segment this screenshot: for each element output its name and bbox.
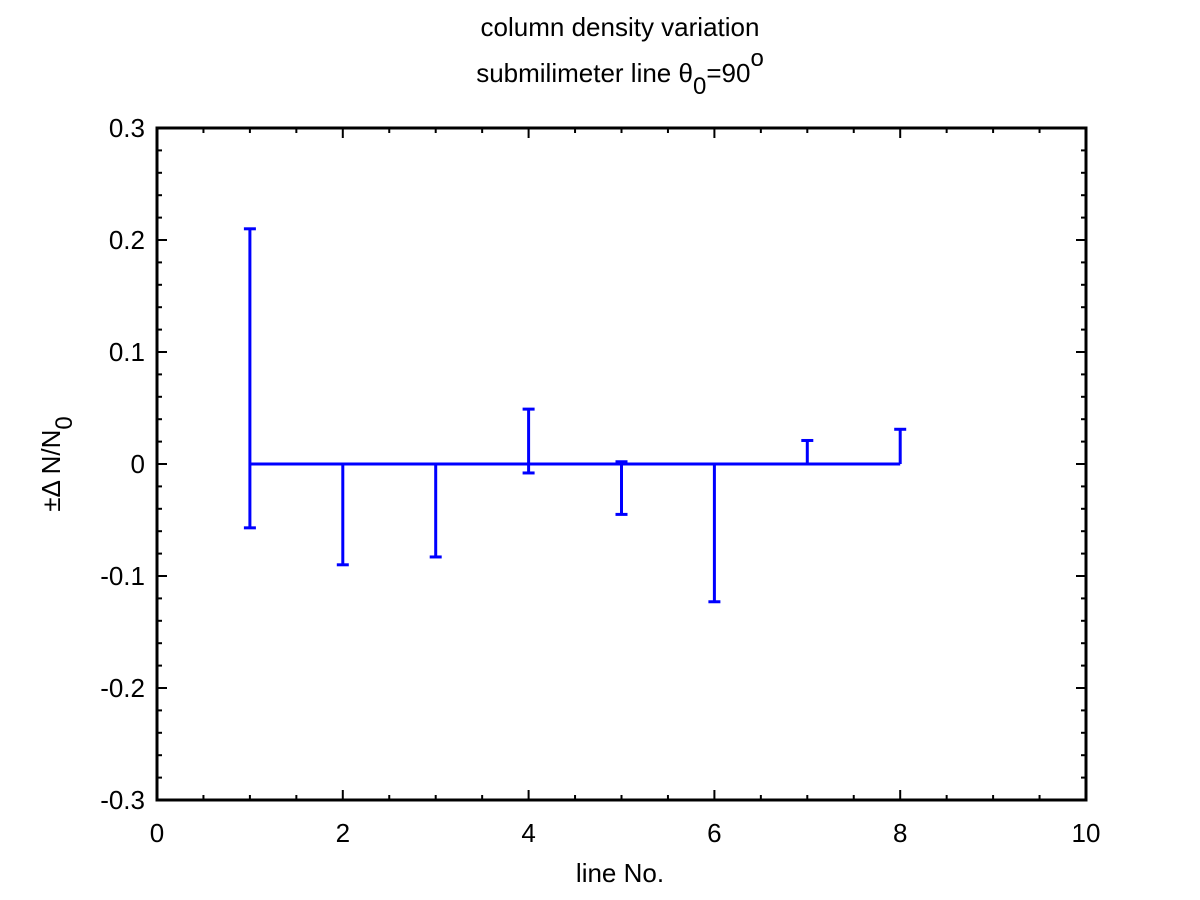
error-bar-point — [615, 460, 628, 516]
y-tick-label: -0.2 — [100, 673, 145, 703]
title-superscript: o — [750, 45, 763, 72]
error-bar-point — [894, 427, 907, 464]
title-subscript: 0 — [693, 73, 706, 100]
y-tick-label: 0.2 — [109, 225, 145, 255]
y-tick-label: 0.1 — [109, 337, 145, 367]
chart-title-line2: submilimeter line θ0=90o — [476, 45, 764, 100]
y-tick-label: -0.3 — [100, 785, 145, 815]
axis-tick-labels: 0 2 4 6 8 10 -0.3 -0.2 -0.1 0 0.1 0.2 0.3 — [100, 113, 1100, 848]
y-tick-label: 0.3 — [109, 113, 145, 143]
x-tick-label: 4 — [521, 818, 535, 848]
y-tick-label: -0.1 — [100, 561, 145, 591]
error-bar-point — [336, 464, 349, 567]
chart-title-line1: column density variation — [481, 12, 760, 42]
error-bar-point — [801, 438, 814, 464]
x-axis-label: line No. — [576, 858, 664, 888]
x-tick-label: 0 — [150, 818, 164, 848]
x-tick-label: 8 — [893, 818, 907, 848]
y-tick-label: 0 — [131, 449, 145, 479]
error-bar-point — [429, 464, 442, 559]
x-tick-label: 6 — [707, 818, 721, 848]
title-symbol: θ — [679, 58, 693, 88]
title-prefix: submilimeter line — [476, 58, 678, 88]
plot-frame — [155, 126, 1088, 802]
y-axis-label-subscript: 0 — [51, 416, 78, 429]
error-bar-point — [522, 407, 535, 475]
y-axis-label-main: ±Δ N/N — [36, 430, 66, 512]
error-bar-point — [243, 227, 256, 530]
title-equals: =90 — [706, 58, 750, 88]
x-tick-label: 10 — [1072, 818, 1101, 848]
y-axis-label: ±Δ N/N0 — [36, 416, 78, 512]
error-bar-point — [708, 464, 721, 604]
plot-content — [243, 227, 907, 604]
x-tick-label: 2 — [336, 818, 350, 848]
